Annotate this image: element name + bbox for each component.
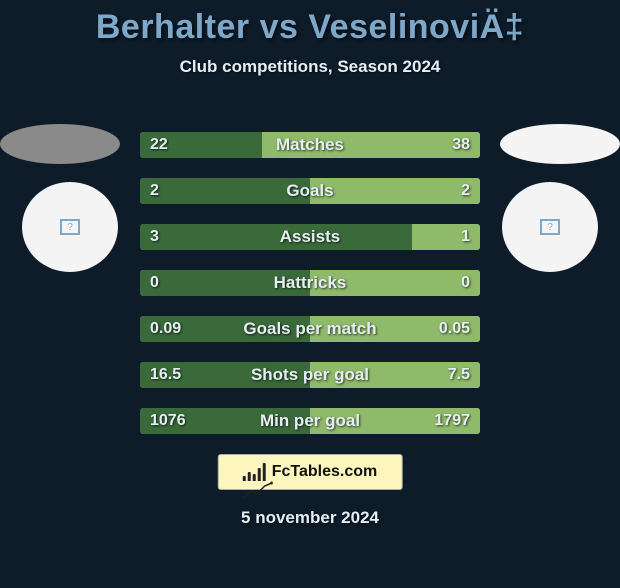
stat-value-left: 1076: [150, 408, 186, 434]
page-title: Berhalter vs VeselinoviÄ‡: [0, 8, 620, 47]
stat-label: Goals: [140, 178, 480, 204]
stat-row: Shots per goal16.5 7.5: [140, 356, 480, 394]
stat-value-right: 7.5: [448, 362, 470, 388]
page-subtitle: Club competitions, Season 2024: [0, 57, 620, 77]
stat-label: Assists: [140, 224, 480, 250]
stat-row: Matches22 38: [140, 126, 480, 164]
avatar-torso: [500, 124, 620, 164]
stat-value-left: 3: [150, 224, 159, 250]
avatar-head: ?: [22, 182, 118, 272]
stat-label: Goals per match: [140, 316, 480, 342]
logo-line-icon: [243, 481, 273, 499]
stat-row: Hattricks0 0: [140, 264, 480, 302]
stat-value-left: 0: [150, 270, 159, 296]
player-right-avatar: ?: [500, 124, 620, 264]
stat-row: Goals per match0.09 0.05: [140, 310, 480, 348]
stat-row: Assists3 1: [140, 218, 480, 256]
stat-value-left: 22: [150, 132, 168, 158]
stat-label: Matches: [140, 132, 480, 158]
stat-value-right: 0.05: [439, 316, 470, 342]
avatar-placeholder-icon: ?: [540, 219, 560, 235]
avatar-torso: [0, 124, 120, 164]
date-line: 5 november 2024: [0, 508, 620, 528]
stat-row: Goals2 2: [140, 172, 480, 210]
stat-value-right: 1797: [434, 408, 470, 434]
avatar-placeholder-icon: ?: [60, 219, 80, 235]
logo-text: FcTables.com: [272, 463, 378, 481]
stat-value-right: 0: [461, 270, 470, 296]
stat-value-right: 2: [461, 178, 470, 204]
stat-value-right: 38: [452, 132, 470, 158]
stat-value-left: 16.5: [150, 362, 181, 388]
avatar-head: ?: [502, 182, 598, 272]
fctables-logo[interactable]: FcTables.com: [218, 454, 403, 490]
stat-value-left: 2: [150, 178, 159, 204]
stats-container: Matches2238Goals22Assists31Hattricks00Go…: [140, 126, 480, 448]
logo-bars-icon: [243, 463, 266, 481]
stat-label: Hattricks: [140, 270, 480, 296]
stat-label: Min per goal: [140, 408, 480, 434]
stat-label: Shots per goal: [140, 362, 480, 388]
player-left-avatar: ?: [0, 124, 120, 264]
stat-row: Min per goal1076 1797: [140, 402, 480, 440]
stat-value-left: 0.09: [150, 316, 181, 342]
stat-value-right: 1: [461, 224, 470, 250]
